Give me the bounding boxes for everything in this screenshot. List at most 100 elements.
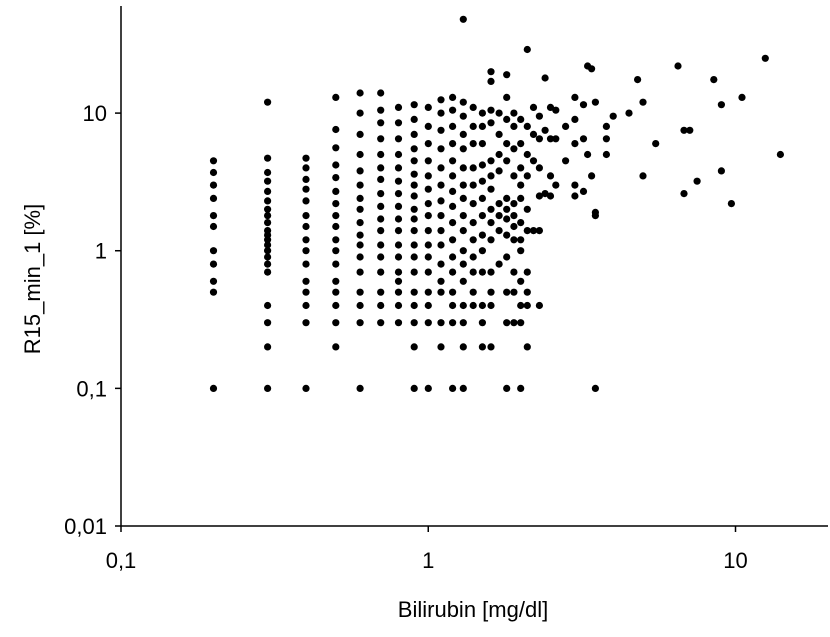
data-point — [571, 93, 579, 101]
x-axis-title: Bilirubin [mg/dl] — [398, 597, 548, 622]
data-point — [449, 236, 457, 244]
data-point — [523, 227, 531, 235]
data-point — [495, 167, 503, 175]
data-point — [510, 122, 518, 130]
data-point — [459, 130, 467, 138]
data-point — [571, 192, 579, 200]
data-point — [264, 301, 272, 310]
data-point — [738, 93, 746, 101]
data-point — [449, 253, 457, 261]
data-point — [410, 130, 418, 138]
data-point — [264, 247, 272, 255]
data-point — [487, 288, 495, 296]
data-point — [478, 231, 486, 239]
data-point — [517, 236, 525, 244]
data-point — [487, 268, 495, 276]
data-point — [332, 301, 340, 310]
data-point — [437, 212, 445, 220]
data-point — [517, 384, 525, 392]
data-point — [264, 187, 272, 195]
data-point — [495, 260, 503, 268]
data-point — [529, 157, 538, 165]
data-point — [535, 135, 544, 143]
data-point — [377, 135, 385, 143]
data-point — [510, 236, 518, 244]
data-point — [410, 384, 418, 392]
data-point — [478, 177, 486, 185]
data-point — [510, 145, 518, 153]
data-point — [478, 194, 486, 202]
data-point — [302, 288, 310, 296]
data-point — [459, 384, 467, 392]
data-point — [424, 384, 432, 392]
tick-labels: 0,01 0,1 1 10 0,1 1 10 — [64, 101, 748, 573]
data-point — [410, 170, 418, 178]
data-point — [495, 130, 503, 138]
data-point — [517, 140, 525, 148]
data-point — [394, 268, 403, 276]
data-point — [503, 157, 511, 165]
x-tick-label: 0,1 — [106, 548, 137, 573]
data-point — [652, 140, 660, 148]
data-point — [541, 126, 549, 134]
data-point — [686, 126, 694, 134]
data-point — [517, 194, 525, 202]
data-point — [424, 301, 432, 310]
data-point — [209, 247, 218, 255]
data-point — [510, 222, 518, 231]
data-point — [510, 288, 518, 296]
data-point — [209, 168, 218, 177]
data-point — [459, 212, 467, 220]
data-point — [377, 319, 385, 327]
data-point — [487, 119, 495, 127]
data-point — [459, 112, 467, 120]
data-point — [264, 168, 272, 177]
data-point — [394, 319, 403, 327]
data-point — [535, 164, 544, 172]
data-point — [394, 164, 403, 172]
data-point — [503, 253, 511, 261]
data-point — [588, 65, 596, 73]
data-point — [503, 384, 511, 392]
data-point — [478, 301, 486, 310]
data-point — [264, 384, 272, 392]
data-point — [478, 161, 486, 169]
data-point — [487, 106, 495, 114]
data-point — [535, 112, 544, 120]
data-point — [356, 301, 364, 310]
data-point — [579, 101, 588, 109]
data-point — [510, 268, 518, 276]
data-point — [449, 319, 457, 327]
data-point — [332, 319, 340, 327]
data-point — [552, 135, 560, 143]
data-point — [264, 343, 272, 351]
data-point — [495, 200, 503, 208]
data-point — [302, 277, 310, 285]
data-point — [469, 219, 477, 227]
data-point — [437, 260, 445, 268]
data-point — [639, 172, 647, 180]
data-point — [552, 181, 560, 189]
data-point — [410, 157, 418, 165]
data-point — [264, 154, 272, 162]
data-point — [437, 227, 445, 235]
data-point — [302, 384, 310, 392]
data-point — [584, 150, 592, 159]
data-point — [459, 145, 467, 153]
data-point — [487, 301, 495, 310]
data-point — [469, 268, 477, 276]
data-point — [449, 268, 457, 276]
data-point — [523, 288, 531, 296]
data-point — [449, 301, 457, 310]
data-point — [424, 140, 432, 148]
data-point — [410, 301, 418, 310]
data-point — [523, 343, 531, 351]
data-point — [459, 343, 467, 351]
data-point — [437, 96, 445, 104]
data-point — [680, 190, 688, 198]
data-point — [693, 177, 701, 185]
data-point — [535, 227, 544, 235]
data-point — [449, 187, 457, 195]
data-point — [459, 301, 467, 310]
data-point — [394, 241, 403, 249]
